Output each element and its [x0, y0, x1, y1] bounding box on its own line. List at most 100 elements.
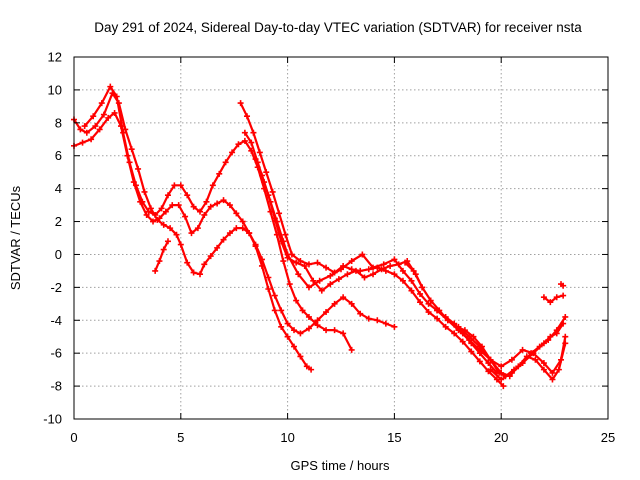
data-point — [399, 267, 406, 274]
y-tick-label: -6 — [50, 346, 62, 361]
data-point — [338, 266, 344, 273]
grid — [74, 57, 608, 419]
data-point — [417, 290, 424, 297]
data-point — [235, 141, 242, 148]
data-point — [252, 241, 259, 248]
data-point — [348, 300, 355, 307]
x-tick-label: 20 — [494, 430, 508, 445]
data-point — [233, 210, 240, 217]
data-point — [395, 261, 402, 268]
data-point — [105, 114, 112, 121]
data-point — [305, 284, 312, 291]
data-point — [207, 253, 214, 260]
data-point — [197, 271, 204, 278]
data-point — [348, 258, 355, 265]
data-point — [145, 208, 152, 215]
data-point — [220, 197, 227, 204]
data-point — [83, 129, 90, 136]
data-point — [291, 327, 298, 334]
data-point — [498, 363, 505, 370]
data-point — [530, 350, 537, 357]
data-point — [314, 259, 321, 266]
data-point — [226, 202, 233, 209]
data-point — [184, 192, 191, 199]
data-point — [555, 366, 562, 373]
data-point — [323, 264, 330, 271]
data-point — [378, 266, 385, 273]
data-point — [549, 376, 556, 383]
data-point — [239, 225, 246, 232]
data-point — [466, 333, 473, 340]
data-point — [120, 129, 127, 136]
data-point — [177, 241, 184, 248]
data-point — [284, 333, 291, 340]
data-point — [152, 267, 159, 274]
data-point — [291, 343, 298, 350]
chart-title: Day 291 of 2024, Sidereal Day-to-day VTE… — [94, 20, 582, 35]
x-tick-label: 15 — [387, 430, 401, 445]
data-point — [201, 261, 208, 268]
data-point — [107, 83, 114, 90]
data-point — [271, 215, 278, 222]
data-point — [476, 343, 483, 350]
data-point — [190, 203, 197, 210]
data-point — [214, 200, 221, 207]
data-point — [96, 126, 103, 133]
data-point — [485, 360, 492, 367]
series-trace — [83, 85, 353, 351]
data-point — [425, 300, 432, 307]
data-point — [540, 340, 547, 347]
data-point — [508, 356, 515, 363]
data-point — [305, 261, 312, 268]
data-point — [560, 320, 567, 327]
data-point — [560, 292, 567, 299]
data-point — [265, 286, 272, 293]
data-point — [498, 369, 505, 376]
data-point — [549, 369, 556, 376]
data-point — [357, 310, 364, 317]
data-point — [553, 294, 560, 301]
data-point — [365, 266, 372, 273]
series-arc-6 — [252, 156, 426, 294]
data-point — [158, 205, 165, 212]
data-point — [248, 139, 255, 146]
data-point — [402, 259, 409, 266]
data-point — [188, 230, 195, 237]
data-point — [162, 208, 169, 215]
data-point — [135, 165, 142, 172]
series-arc-2 — [71, 109, 398, 337]
data-point — [562, 333, 569, 340]
data-point — [216, 170, 223, 177]
data-point — [487, 356, 494, 363]
data-point — [361, 274, 368, 281]
data-point — [331, 327, 338, 334]
data-point — [399, 277, 406, 284]
data-point — [374, 317, 381, 324]
data-point — [197, 208, 204, 215]
series-trace — [154, 240, 170, 272]
data-point — [156, 215, 163, 222]
data-point — [305, 313, 312, 320]
data-point — [382, 267, 389, 274]
data-point — [340, 294, 347, 301]
data-point — [214, 244, 221, 251]
data-point — [468, 348, 475, 355]
y-tick-label: -10 — [43, 412, 62, 427]
y-tick-label: 12 — [48, 50, 62, 65]
data-point — [244, 113, 251, 120]
y-tick-label: -4 — [50, 313, 62, 328]
data-point — [160, 246, 167, 253]
data-point — [241, 137, 248, 144]
data-point — [459, 338, 466, 345]
data-point — [100, 111, 107, 118]
data-point — [88, 136, 95, 143]
data-point — [269, 188, 276, 195]
data-point — [113, 93, 120, 100]
data-point — [182, 213, 189, 220]
data-point — [209, 182, 216, 189]
data-point — [391, 323, 398, 330]
y-tick-label: 2 — [55, 214, 62, 229]
series-arc-4 — [237, 100, 507, 390]
data-point — [303, 363, 310, 370]
